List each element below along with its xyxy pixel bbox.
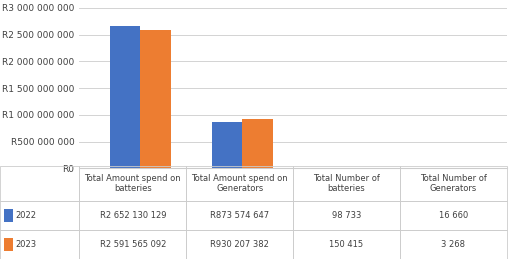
Bar <box>4 238 13 251</box>
Text: Total Amount spend on
Generators: Total Amount spend on Generators <box>191 174 288 193</box>
Bar <box>0 230 79 259</box>
Text: 150 415: 150 415 <box>330 240 364 249</box>
Text: R930 207 382: R930 207 382 <box>210 240 269 249</box>
Bar <box>400 230 507 259</box>
Bar <box>186 201 293 230</box>
Text: Total Amount spend on
batteries: Total Amount spend on batteries <box>84 174 181 193</box>
Bar <box>400 166 507 201</box>
Bar <box>79 166 186 201</box>
Bar <box>293 230 400 259</box>
Text: 16 660: 16 660 <box>439 211 468 220</box>
Bar <box>186 230 293 259</box>
Bar <box>242 119 273 168</box>
Bar <box>293 201 400 230</box>
Text: R2 652 130 129: R2 652 130 129 <box>99 211 166 220</box>
Bar <box>293 166 400 201</box>
Bar <box>4 209 13 222</box>
Bar <box>0 166 79 201</box>
Bar <box>400 201 507 230</box>
Text: 98 733: 98 733 <box>332 211 361 220</box>
Text: 3 268: 3 268 <box>441 240 465 249</box>
Text: R2 591 565 092: R2 591 565 092 <box>100 240 166 249</box>
Text: R873 574 647: R873 574 647 <box>210 211 269 220</box>
Bar <box>0 201 79 230</box>
Text: Total Number of
batteries: Total Number of batteries <box>313 174 380 193</box>
Text: 2023: 2023 <box>16 240 37 249</box>
Bar <box>211 121 242 168</box>
Bar <box>110 26 140 168</box>
Text: Total Number of
Generators: Total Number of Generators <box>420 174 487 193</box>
Text: 2022: 2022 <box>16 211 37 220</box>
Bar <box>79 230 186 259</box>
Bar <box>186 166 293 201</box>
Bar <box>79 201 186 230</box>
Bar <box>140 30 171 168</box>
